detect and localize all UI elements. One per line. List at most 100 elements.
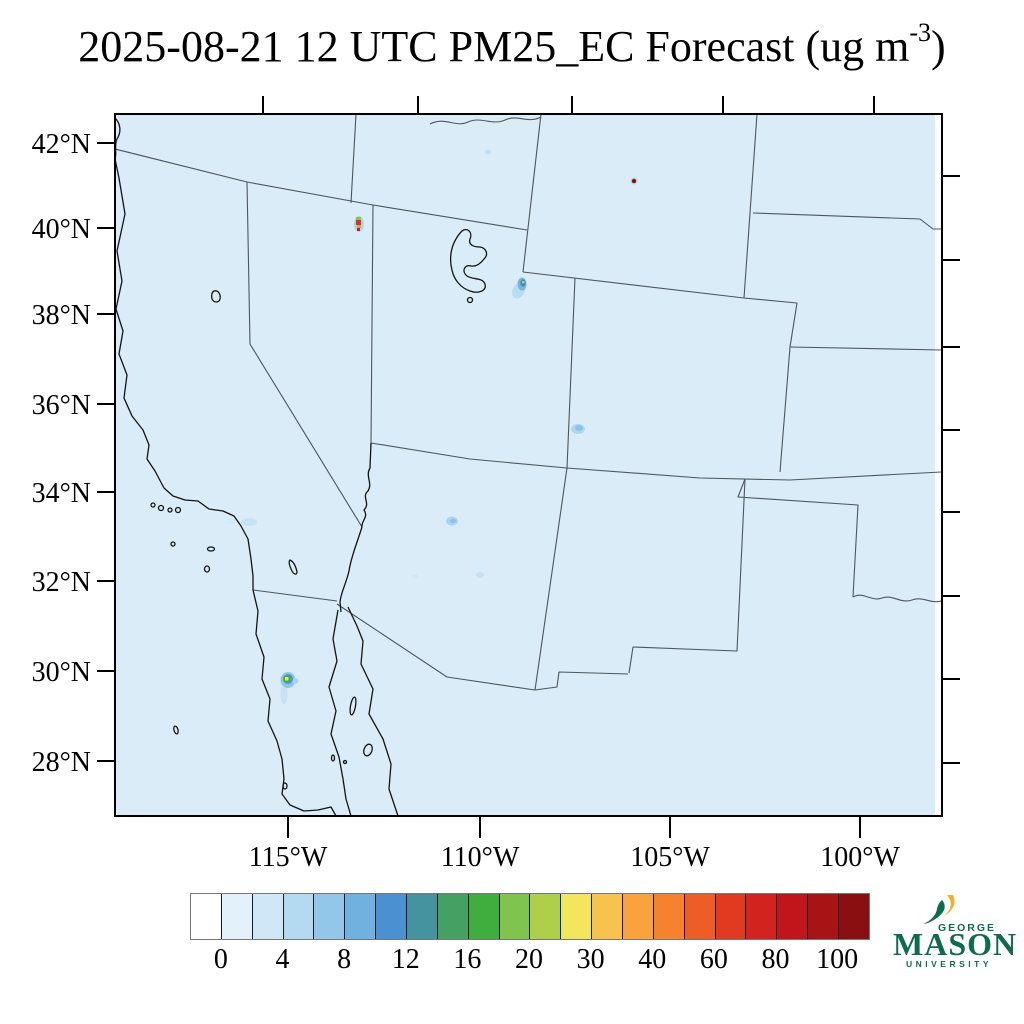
colorbar-tick-label: 40 — [638, 944, 667, 975]
lat-tick-label: 32°N — [32, 567, 91, 598]
logo-mason-text: MASON — [893, 926, 1018, 962]
border-california-mexico — [252, 589, 338, 602]
colorbar-cell — [499, 894, 531, 939]
logo-george-text: GEORGE — [937, 922, 997, 934]
colorbar-cell — [530, 894, 562, 939]
colorado-river — [339, 526, 363, 613]
colorbar-cell — [221, 894, 253, 939]
colorbar-tick-label: 30 — [576, 944, 605, 975]
colorbar-cell — [592, 894, 624, 939]
lon-tick-label: 115°W — [249, 842, 328, 873]
colorbar-tick-label: 100 — [816, 944, 859, 975]
pyramid-lake — [210, 290, 221, 303]
colorbar-cell — [376, 894, 408, 939]
gmu-flame-icon — [923, 895, 955, 924]
pm25-plume-southern-california — [227, 518, 257, 526]
baja-east-coastline — [328, 609, 352, 816]
colorbar-cell — [839, 894, 869, 939]
border-41n — [522, 271, 745, 299]
channel-islands — [150, 502, 216, 573]
state-borders — [115, 114, 942, 691]
colorbar-cell — [715, 894, 747, 939]
colorbar-cell — [191, 894, 222, 939]
border-wyoming-west — [522, 114, 542, 273]
border-oregon-idaho — [350, 114, 357, 204]
lon-tick-label: 105°W — [630, 842, 710, 873]
border-colorado-kansas — [779, 346, 791, 473]
border-42n — [115, 148, 528, 231]
california-coastline — [115, 158, 254, 590]
sonora-coastline — [347, 606, 399, 816]
axes: 42°N 40°N 38°N 36°N 34°N 32°N 30°N 28°N 115°W 110… — [32, 96, 960, 873]
colorbar-cell — [468, 894, 500, 939]
lat-tick-label: 42°N — [32, 129, 91, 160]
border-arizona-mexico — [336, 603, 536, 691]
pm25-plume-central-utah — [571, 424, 585, 434]
colorbar-tick-label: 16 — [453, 944, 482, 975]
map-data-fill — [115, 114, 935, 816]
gmu-logo: GEORGE MASON UNIVERSITY — [893, 895, 1018, 969]
logo-university-text: UNIVERSITY — [905, 959, 992, 969]
pm25-plume-wyoming — [630, 177, 638, 185]
utah-lake — [466, 296, 474, 304]
colorbar-tick-label: 8 — [337, 944, 352, 975]
border-wyoming-east — [743, 114, 758, 299]
coastlines — [115, 117, 488, 816]
page-title: 2025-08-21 12 UTC PM25_EC Forecast (ug m… — [0, 18, 1024, 72]
colorbar-cell — [777, 894, 809, 939]
colorado-river-nevada — [361, 442, 372, 528]
pm25-plume-utah-wyoming-corner — [512, 277, 527, 299]
colorbar-cell — [653, 894, 685, 939]
border-arizona-newmexico — [534, 467, 568, 691]
border-oklahoma-panhandle — [737, 478, 859, 598]
baja-west-coastline — [252, 589, 337, 816]
pm25-plume-baja — [280, 672, 299, 704]
salton-sea — [288, 559, 298, 575]
title-close: ) — [931, 22, 946, 71]
border-newmexico-texas — [628, 478, 746, 674]
lon-tick-label: 100°W — [820, 842, 900, 873]
lon-tick-label: 110°W — [441, 842, 520, 873]
lat-tick-label: 36°N — [32, 390, 91, 421]
title-text: 2025-08-21 12 UTC PM25_EC Forecast (ug m — [78, 22, 910, 71]
border-nebraska-kansas — [789, 346, 942, 351]
title-exponent: -3 — [909, 18, 932, 48]
border-37n — [370, 442, 942, 481]
border-nevada-utah — [370, 204, 374, 444]
colorbar-tick-label: 80 — [761, 944, 790, 975]
colorbar-tick-label: 20 — [515, 944, 543, 975]
colorbar-cell — [407, 894, 438, 939]
map-nodata-strip — [935, 114, 942, 816]
colorbar-cell — [252, 894, 284, 939]
colorbar-cell — [561, 894, 593, 939]
border-california-nevada — [246, 181, 363, 528]
lat-tick-label: 30°N — [32, 657, 91, 688]
red-river — [852, 594, 942, 603]
colorbar-cell — [684, 894, 716, 939]
colorbar-cell — [345, 894, 377, 939]
border-colorado-nebraska — [743, 297, 798, 348]
colorbar-cell — [314, 894, 346, 939]
border-bootheel — [534, 671, 629, 691]
border-utah-colorado — [566, 277, 576, 469]
lat-tick-label: 28°N — [32, 747, 91, 778]
lat-tick-label: 34°N — [32, 478, 91, 509]
colorbar-cell — [623, 894, 654, 939]
pm25-plume-arizona — [412, 516, 484, 580]
gulf-islands — [173, 696, 373, 790]
colorbar — [190, 893, 870, 940]
snake-river — [429, 116, 542, 125]
colorbar-tick-label: 0 — [213, 944, 228, 975]
colorbar-tick-label: 4 — [275, 944, 290, 975]
colorbar-cell — [746, 894, 778, 939]
lat-tick-label: 40°N — [32, 214, 91, 245]
pm25-plume-idaho — [484, 149, 492, 155]
lat-tick-label: 38°N — [32, 300, 91, 331]
pm25-plumes — [227, 149, 638, 704]
great-salt-lake — [449, 228, 488, 293]
colorbar-cell — [283, 894, 315, 939]
colorbar-cell — [808, 894, 840, 939]
colorbar-tick-label: 60 — [699, 944, 728, 975]
